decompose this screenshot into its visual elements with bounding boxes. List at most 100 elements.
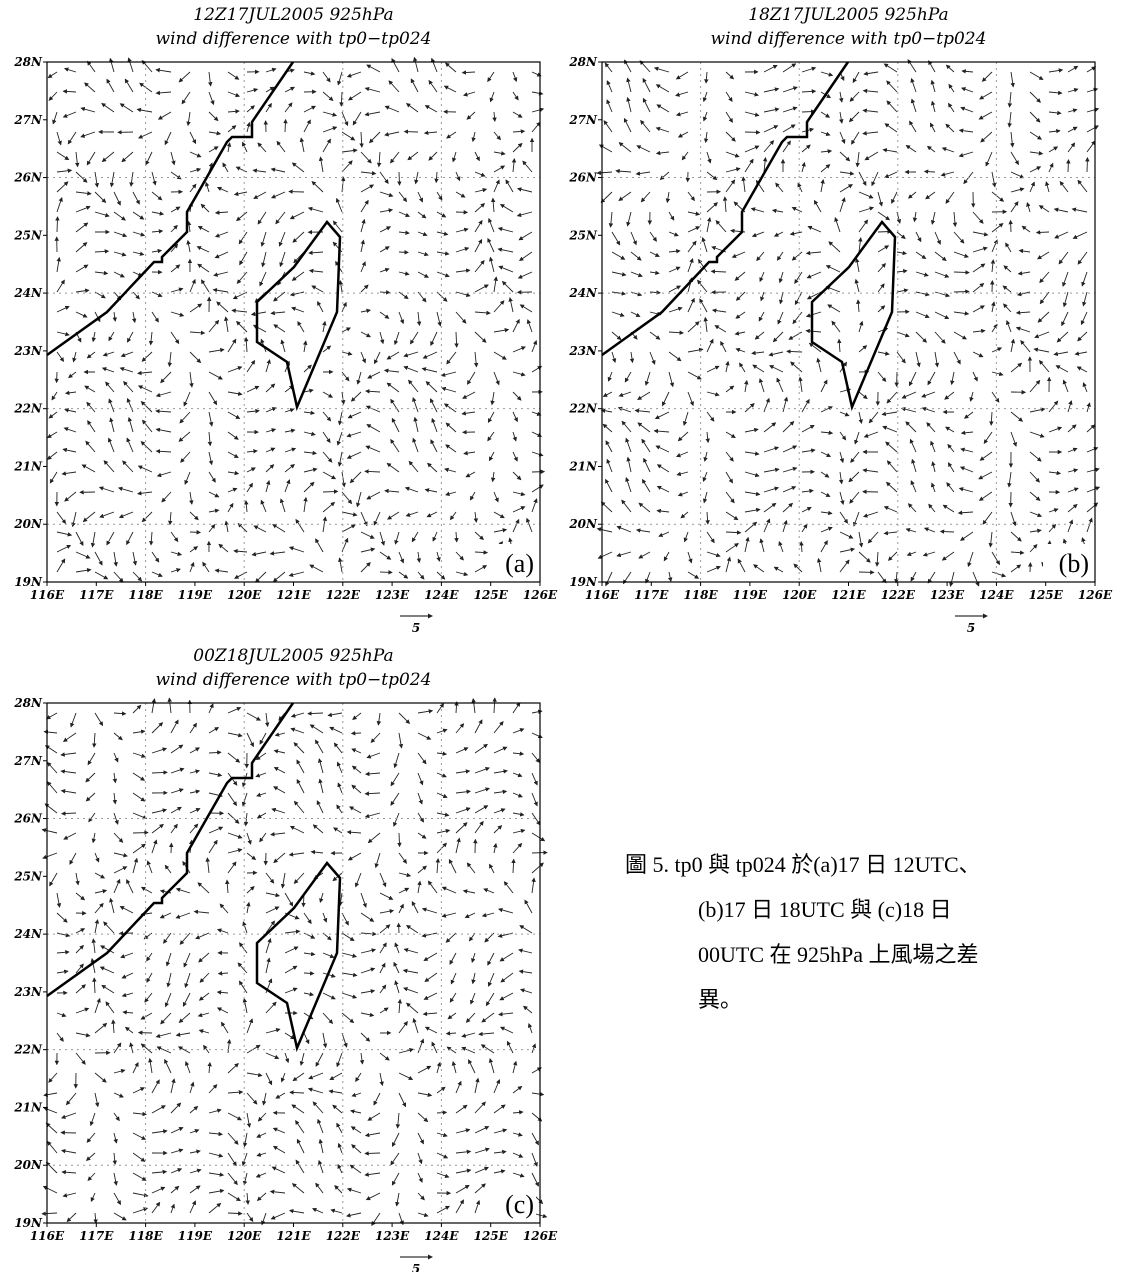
wind-arrow bbox=[488, 432, 494, 441]
wind-arrow bbox=[916, 252, 926, 259]
wind-arrow bbox=[83, 512, 95, 522]
wind-arrow bbox=[271, 1191, 285, 1193]
wind-arrow bbox=[726, 492, 734, 503]
wind-arrow bbox=[392, 1173, 399, 1185]
wind-arrow bbox=[133, 731, 145, 733]
wind-arrow bbox=[209, 525, 215, 532]
wind-arrow bbox=[168, 973, 171, 987]
wind-arrow bbox=[909, 372, 916, 385]
wind-arrow bbox=[201, 204, 209, 212]
wind-arrow bbox=[107, 79, 114, 92]
wind-arrow bbox=[443, 887, 456, 893]
wind-arrow bbox=[456, 771, 469, 773]
wind-arrow bbox=[285, 988, 297, 993]
wind-arrow bbox=[462, 72, 475, 73]
wind-arrow bbox=[87, 1133, 95, 1142]
wind-arrow bbox=[1035, 332, 1049, 337]
wind-arrow bbox=[209, 72, 211, 86]
wind-arrow bbox=[152, 699, 154, 713]
wind-arrow bbox=[418, 572, 424, 579]
wind-arrow bbox=[745, 429, 758, 432]
wind-arrow bbox=[380, 1008, 388, 1013]
wind-arrow bbox=[612, 352, 615, 362]
wind-arrow bbox=[494, 826, 502, 833]
wind-arrow bbox=[850, 492, 859, 503]
wind-arrow bbox=[418, 1093, 431, 1095]
wind-arrow bbox=[228, 1113, 241, 1120]
wind-arrow bbox=[429, 81, 437, 92]
wind-arrow bbox=[619, 143, 631, 152]
wind-arrow bbox=[44, 1186, 57, 1193]
wind-arrow bbox=[406, 488, 418, 492]
wind-arrow bbox=[802, 163, 805, 172]
caption: 圖 5. tp0 與 tp024 於(a)17 日 12UTC、(b)17 日 … bbox=[625, 852, 981, 1012]
wind-arrow bbox=[753, 232, 764, 236]
wind-arrow bbox=[821, 472, 829, 477]
wind-arrow bbox=[272, 192, 285, 198]
wind-arrow bbox=[1011, 152, 1018, 164]
wind-arrow bbox=[392, 59, 399, 72]
wind-arrow bbox=[436, 172, 437, 182]
wind-arrow bbox=[256, 572, 266, 582]
wind-arrow bbox=[65, 492, 76, 501]
wind-arrow bbox=[1030, 182, 1034, 192]
wind-arrow bbox=[276, 733, 285, 735]
wind-arrow bbox=[111, 418, 114, 432]
wind-arrow bbox=[342, 993, 356, 998]
wind-arrow bbox=[432, 419, 437, 432]
wind-arrow bbox=[446, 445, 456, 452]
wind-arrow bbox=[980, 492, 992, 500]
wind-arrow bbox=[418, 312, 419, 325]
wind-arrow bbox=[432, 59, 437, 72]
wind-arrow bbox=[422, 933, 437, 936]
y-tick-label: 24N bbox=[13, 927, 43, 941]
wind-arrow bbox=[228, 472, 238, 474]
wind-arrow bbox=[636, 172, 650, 174]
wind-arrow bbox=[475, 1149, 489, 1153]
wind-arrow bbox=[367, 753, 380, 758]
wind-arrow bbox=[207, 858, 209, 873]
wind-arrow bbox=[475, 221, 482, 232]
wind-arrow bbox=[446, 492, 456, 495]
wind-arrow bbox=[57, 913, 67, 922]
wind-arrow bbox=[925, 171, 935, 172]
wind-arrow bbox=[930, 123, 935, 132]
x-tick-label: 120E bbox=[782, 588, 817, 602]
wind-arrow bbox=[642, 480, 650, 492]
wind-arrow bbox=[228, 392, 242, 394]
wind-arrow bbox=[323, 72, 330, 82]
wind-arrow bbox=[503, 282, 513, 292]
wind-arrow bbox=[147, 953, 152, 961]
wind-arrow bbox=[471, 993, 475, 1004]
y-tick-label: 25N bbox=[13, 228, 43, 242]
wind-arrow bbox=[209, 1190, 224, 1193]
wind-arrow bbox=[425, 490, 437, 492]
wind-arrow bbox=[347, 1213, 361, 1216]
wind-arrow bbox=[445, 86, 456, 92]
wind-arrow bbox=[352, 1093, 361, 1096]
wind-arrow bbox=[981, 132, 992, 142]
wind-arrow bbox=[943, 505, 954, 512]
wind-arrow bbox=[361, 332, 370, 337]
wind-arrow bbox=[342, 492, 352, 503]
wind-arrow bbox=[669, 212, 674, 220]
x-tick-label: 123E bbox=[930, 588, 965, 602]
wind-arrow bbox=[228, 1193, 240, 1201]
wind-arrow bbox=[418, 212, 426, 218]
wind-arrow bbox=[1030, 492, 1040, 500]
wind-arrow bbox=[218, 1008, 228, 1013]
wind-arrow bbox=[954, 232, 964, 243]
wind-arrow bbox=[852, 132, 859, 144]
wind-arrow bbox=[266, 1029, 280, 1033]
wind-arrow bbox=[399, 733, 402, 748]
wind-arrow bbox=[456, 702, 457, 713]
wind-arrow bbox=[418, 733, 430, 739]
wind-arrow bbox=[252, 552, 266, 555]
y-tick-label: 21N bbox=[13, 459, 43, 473]
wind-arrow bbox=[973, 264, 985, 272]
wind-arrow bbox=[745, 472, 759, 476]
wind-arrow bbox=[601, 502, 612, 512]
wind-arrow bbox=[466, 1013, 475, 1022]
wind-arrow bbox=[532, 878, 534, 893]
wind-arrow bbox=[607, 81, 612, 92]
